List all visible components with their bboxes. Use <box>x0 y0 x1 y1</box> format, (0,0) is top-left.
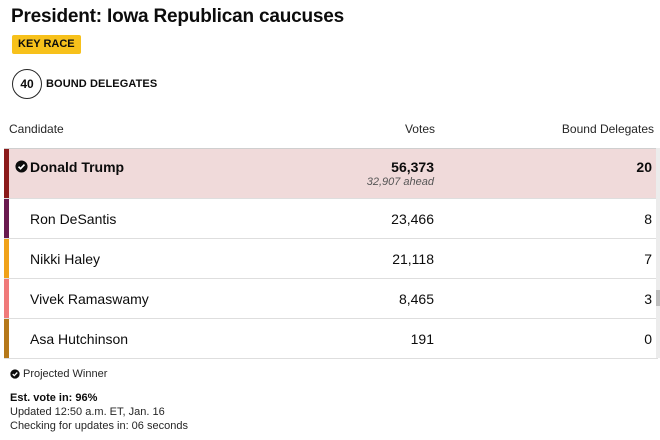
candidate-delegates: 8 <box>644 211 652 227</box>
candidate-votes: 23,466 <box>391 211 434 227</box>
candidate-color-bar <box>4 319 9 358</box>
candidate-name: Asa Hutchinson <box>30 331 129 347</box>
candidate-delegates: 20 <box>636 159 652 175</box>
scrollbar-track[interactable] <box>656 148 660 358</box>
candidate-color-bar <box>4 199 9 238</box>
candidate-delegates: 7 <box>644 251 652 267</box>
projected-winner-legend: Projected Winner <box>10 367 188 381</box>
scrollbar-thumb[interactable] <box>656 290 660 306</box>
estimated-vote-in: Est. vote in: 96% <box>10 392 98 404</box>
check-circle-icon <box>10 369 20 379</box>
table-row: Nikki Haley 21,118 7 <box>4 239 658 279</box>
candidate-votes: 56,373 <box>391 159 434 175</box>
column-header-votes: Votes <box>404 122 435 136</box>
candidate-color-bar <box>4 149 9 198</box>
column-header-bound-delegates: Bound Delegates <box>561 122 654 136</box>
key-race-badge: KEY RACE <box>12 35 81 54</box>
candidate-color-bar <box>4 279 9 318</box>
column-header-candidate: Candidate <box>9 122 64 136</box>
table-row: Donald Trump 56,373 32,907 ahead 20 <box>4 149 658 199</box>
table-header: Candidate Votes Bound Delegates <box>0 118 660 140</box>
candidate-name: Nikki Haley <box>30 251 101 267</box>
results-table: Donald Trump 56,373 32,907 ahead 20 Ron … <box>4 148 658 359</box>
candidate-name: Donald Trump <box>30 159 125 175</box>
candidate-name: Vivek Ramaswamy <box>30 291 149 307</box>
candidate-votes: 21,118 <box>392 251 434 267</box>
candidate-delegates: 3 <box>644 291 652 307</box>
results-footer: Projected Winner Est. vote in: 96% Updat… <box>10 367 188 432</box>
updated-timestamp: Updated 12:50 a.m. ET, Jan. 16 <box>10 406 165 418</box>
candidate-delegates: 0 <box>644 331 652 347</box>
delegate-count-circle: 40 <box>12 69 42 99</box>
votes-ahead: 32,907 ahead <box>366 176 434 188</box>
candidate-votes: 8,465 <box>398 291 434 307</box>
candidate-color-bar <box>4 239 9 278</box>
projected-winner-label: Projected Winner <box>23 368 108 380</box>
bound-delegates-summary: 40 BOUND DELEGATES <box>12 69 157 99</box>
table-row: Ron DeSantis 23,466 8 <box>4 199 658 239</box>
table-row: Vivek Ramaswamy 8,465 3 <box>4 279 658 319</box>
bound-delegates-label: BOUND DELEGATES <box>46 78 158 90</box>
candidate-name: Ron DeSantis <box>30 211 117 227</box>
update-countdown: Checking for updates in: 06 seconds <box>10 420 188 432</box>
page-title: President: Iowa Republican caucuses <box>11 6 344 27</box>
check-circle-icon <box>15 160 28 173</box>
table-row: Asa Hutchinson 191 0 <box>4 319 658 359</box>
candidate-votes: 191 <box>410 331 434 347</box>
